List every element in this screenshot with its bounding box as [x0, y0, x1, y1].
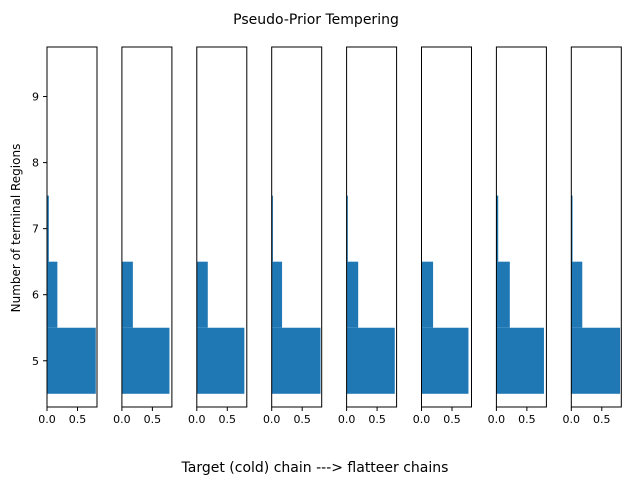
bar-panel7-regions-5 — [496, 327, 544, 394]
x-tick-label: 0.0 — [263, 413, 281, 426]
x-tick-label: 0.0 — [488, 413, 506, 426]
x-tick-label: 0.0 — [188, 413, 206, 426]
bar-panel4-regions-6 — [271, 261, 283, 328]
x-tick-label: 0.0 — [413, 413, 431, 426]
panel-frame — [121, 46, 173, 408]
panel-frame — [196, 46, 248, 408]
bar-panel8-regions-6 — [571, 261, 583, 328]
panel-frame — [46, 46, 98, 408]
bar-panel1-regions-6 — [47, 261, 58, 328]
bar-panel1-regions-5 — [47, 327, 96, 394]
bar-panel6-regions-6 — [421, 261, 434, 328]
y-tick-label: 9 — [32, 91, 39, 104]
panel-6: 0.0 0.5 — [413, 46, 472, 426]
bar-panel4-regions-7 — [271, 195, 273, 262]
x-tick-label: 0.5 — [219, 413, 237, 426]
panel-frame — [570, 46, 622, 408]
panel-frame — [271, 46, 323, 408]
x-tick-label: 0.5 — [69, 413, 87, 426]
chart-title: Pseudo-Prior Tempering — [233, 12, 399, 28]
bar-panel7-regions-6 — [496, 261, 510, 328]
bar-panel5-regions-7 — [346, 195, 348, 262]
panel-7: 0.0 0.5 — [488, 46, 547, 426]
x-tick-label: 0.5 — [443, 413, 461, 426]
bar-panel6-regions-5 — [421, 327, 469, 394]
bar-panel3-regions-6 — [196, 261, 208, 328]
panel-1: 0.0 0.5 5 6 7 8 9 — [32, 46, 98, 426]
x-tick-label: 0.0 — [338, 413, 356, 426]
y-tick-label: 6 — [32, 289, 39, 302]
panel-5: 0.0 0.5 — [338, 46, 398, 426]
bar-panel3-regions-5 — [196, 327, 245, 394]
x-tick-label: 0.5 — [368, 413, 386, 426]
bar-panel8-regions-7 — [571, 195, 573, 262]
y-tick-label: 8 — [32, 157, 39, 170]
x-tick-label: 0.0 — [38, 413, 56, 426]
bar-panel7-regions-7 — [496, 195, 499, 262]
y-tick-label: 7 — [32, 223, 39, 236]
x-axis-label: Target (cold) chain ---> flatteer chains — [181, 460, 449, 476]
y-axis-label: Number of terminal Regions — [9, 144, 23, 313]
bar-panel5-regions-6 — [346, 261, 359, 328]
panel-frame — [495, 46, 547, 408]
x-tick-label: 0.0 — [113, 413, 131, 426]
panel-8: 0.0 0.5 — [563, 46, 622, 426]
bar-panel8-regions-5 — [571, 327, 621, 394]
panel-4: 0.0 0.5 — [263, 46, 323, 426]
bar-panel2-regions-6 — [121, 261, 133, 328]
bar-panel5-regions-5 — [346, 327, 395, 394]
panel-frame — [346, 46, 398, 408]
y-tick-label: 5 — [32, 355, 39, 368]
panel-2: 0.0 0.5 — [113, 46, 173, 426]
bar-panel1-regions-7 — [47, 195, 49, 262]
x-tick-label: 0.0 — [563, 413, 581, 426]
x-tick-label: 0.5 — [144, 413, 162, 426]
bar-panel4-regions-5 — [271, 327, 321, 394]
x-tick-label: 0.5 — [518, 413, 536, 426]
panel-frame — [421, 46, 472, 408]
x-tick-label: 0.5 — [293, 413, 311, 426]
panel-3: 0.0 0.5 — [188, 46, 248, 426]
x-tick-label: 0.5 — [593, 413, 611, 426]
bar-panel2-regions-5 — [121, 327, 170, 394]
